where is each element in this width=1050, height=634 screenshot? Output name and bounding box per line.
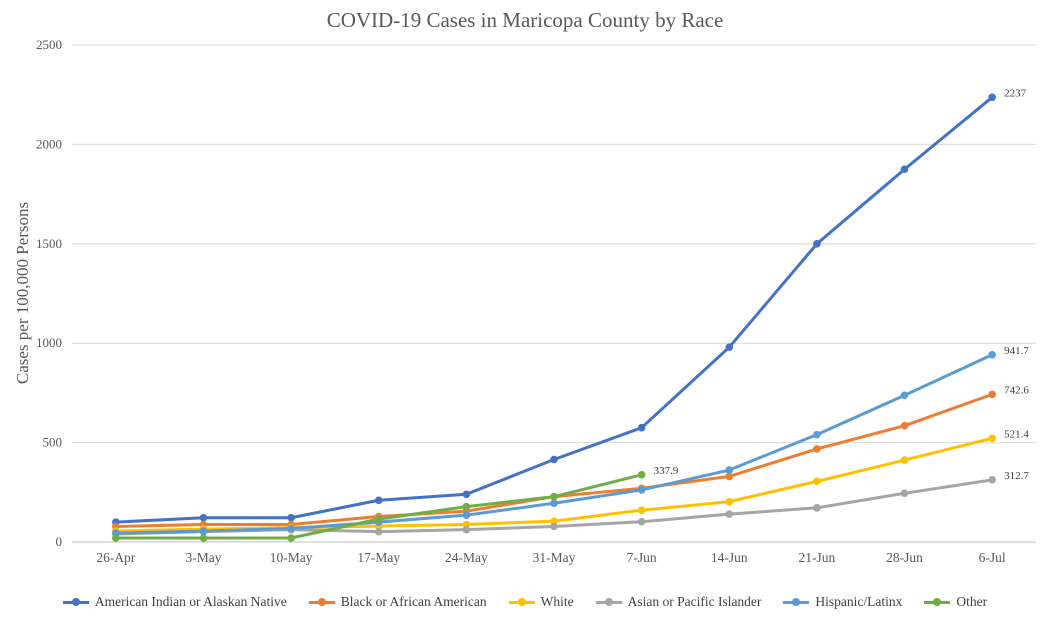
y-tick-label: 0 [56, 534, 63, 549]
data-point [900, 165, 909, 174]
data-point [813, 240, 821, 248]
data-label: 2237 [1004, 87, 1027, 99]
data-point [462, 511, 471, 519]
x-tick-label: 10-May [270, 550, 313, 565]
data-point [550, 499, 558, 508]
data-point [374, 527, 383, 536]
data-point [900, 456, 909, 464]
line-chart: 0 500 1000 1500 2000 2500 26-Apr 3-May 10-May 17… [13, 37, 1036, 565]
data-point [637, 423, 646, 432]
data-point [462, 490, 471, 499]
legend-item: Asian or Pacific Islander [595, 594, 762, 610]
data-point [550, 492, 558, 501]
y-tick-label: 1000 [36, 335, 62, 350]
data-point [374, 515, 383, 523]
data-point [725, 466, 734, 474]
x-tick-label: 24-May [445, 550, 488, 565]
data-point [725, 472, 734, 481]
legend-item: Black or African American [308, 594, 487, 610]
data-point [988, 476, 996, 484]
data-point [988, 93, 996, 102]
series-4 [112, 350, 996, 537]
data-label: 337.9 [654, 465, 679, 477]
legend-swatch [508, 597, 535, 607]
data-point [725, 497, 734, 506]
legend-label: American Indian or Alaskan Native [94, 594, 287, 609]
data-point [287, 534, 295, 542]
series-2 [112, 434, 996, 535]
y-tick-label: 2500 [36, 37, 62, 52]
data-point [199, 513, 208, 522]
data-point [900, 391, 909, 400]
data-point [900, 421, 909, 430]
data-point [988, 390, 996, 399]
series-lines [112, 93, 996, 542]
data-point [637, 517, 646, 526]
series-0 [112, 93, 996, 526]
data-point [287, 524, 295, 533]
chart-title: COVID-19 Cases in Maricopa County by Rac… [326, 8, 724, 32]
gridlines [72, 44, 1036, 543]
data-label: 742.6 [1004, 384, 1029, 396]
legend-item: American Indian or Alaskan Native [62, 594, 287, 610]
data-point [550, 517, 558, 525]
legend-label: White [540, 594, 574, 609]
y-axis-label: Cases per 100,000 Persons [13, 202, 32, 384]
data-point [813, 477, 821, 486]
data-point [988, 350, 996, 359]
legend-label: Black or African American [340, 594, 487, 609]
data-point [550, 522, 558, 531]
data-point [725, 510, 734, 518]
x-tick-label: 14-Jun [711, 550, 748, 565]
data-point [637, 471, 646, 479]
x-tick-label: 6-Jul [979, 550, 1006, 565]
data-point [112, 534, 120, 542]
data-point [725, 343, 734, 351]
data-point [813, 445, 821, 453]
data-point [462, 525, 471, 534]
legend-label: Hispanic/Latinx [815, 594, 903, 609]
legend-swatch [308, 597, 335, 607]
data-label: 521.4 [1004, 428, 1029, 440]
y-tick-label: 500 [43, 435, 63, 450]
data-labels: 2237 742.6 521.4 312.7 941.7 337.9 [654, 87, 1030, 482]
series-5 [112, 471, 646, 542]
data-point [813, 504, 821, 512]
legend-label: Asian or Pacific Islander [627, 594, 762, 609]
y-axis-ticks: 0 500 1000 1500 2000 2500 [36, 37, 62, 549]
legend-item: Other [924, 594, 987, 610]
legend-swatch [924, 597, 951, 607]
legend-label: Other [956, 594, 988, 609]
x-tick-label: 28-Jun [886, 550, 923, 565]
legend-item: White [508, 594, 574, 610]
data-point [900, 489, 909, 498]
data-point [199, 534, 208, 542]
legend: American Indian or Alaskan Native Black o… [0, 594, 1050, 610]
data-point [462, 502, 471, 511]
data-point [988, 434, 996, 443]
data-label: 312.7 [1004, 470, 1029, 482]
x-tick-label: 3-May [185, 550, 221, 565]
legend-swatch [62, 597, 89, 607]
x-tick-label: 7-Jun [627, 550, 657, 565]
legend-swatch [783, 597, 810, 607]
data-point [550, 455, 558, 464]
x-tick-label: 26-Apr [96, 550, 135, 565]
data-point [637, 506, 646, 514]
x-axis-ticks: 26-Apr 3-May 10-May 17-May 24-May 31-May 7-Jun… [96, 550, 1006, 565]
x-tick-label: 21-Jun [799, 550, 836, 565]
data-point [287, 513, 295, 522]
y-tick-label: 2000 [36, 136, 62, 151]
x-tick-label: 17-May [357, 550, 400, 565]
data-point [637, 486, 646, 494]
data-point [813, 430, 821, 439]
x-tick-label: 31-May [533, 550, 576, 565]
legend-swatch [595, 597, 622, 607]
data-label: 941.7 [1004, 345, 1029, 357]
data-point [199, 527, 208, 535]
data-point [374, 496, 383, 505]
y-tick-label: 1500 [36, 236, 62, 251]
legend-item: Hispanic/Latinx [783, 594, 902, 610]
